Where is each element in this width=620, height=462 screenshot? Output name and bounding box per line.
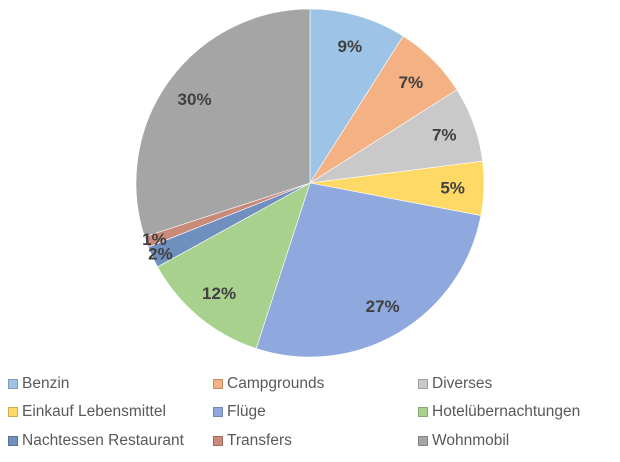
data-label: 12% bbox=[202, 284, 236, 303]
legend-item: Campgrounds bbox=[213, 375, 324, 393]
data-label: 30% bbox=[178, 90, 212, 109]
legend-item: Wohnmobil bbox=[418, 432, 509, 450]
legend-label: Diverses bbox=[432, 375, 493, 392]
legend-swatch bbox=[418, 407, 428, 417]
legend-label: Hotelübernachtungen bbox=[432, 403, 581, 420]
data-label: 9% bbox=[338, 37, 363, 56]
data-label: 7% bbox=[399, 73, 424, 92]
data-label: 27% bbox=[366, 297, 400, 316]
legend-label: Transfers bbox=[227, 432, 292, 449]
legend-swatch bbox=[8, 436, 18, 446]
pie-slice-hotelübernachtungen bbox=[157, 182, 311, 349]
legend-item: Nachtessen Restaurant bbox=[8, 432, 184, 450]
legend-swatch bbox=[213, 436, 223, 446]
pie-slice-benzin bbox=[309, 8, 404, 185]
legend-swatch bbox=[8, 407, 18, 417]
legend-label: Wohnmobil bbox=[432, 432, 510, 449]
legend-label: Campgrounds bbox=[227, 375, 325, 392]
data-label: 2% bbox=[148, 244, 173, 263]
legend-swatch bbox=[213, 379, 223, 389]
legend-swatch bbox=[418, 379, 428, 389]
legend-item: Hotelübernachtungen bbox=[418, 403, 580, 421]
legend-item: Flüge bbox=[213, 403, 266, 421]
pie-slice-wohnmobil bbox=[135, 8, 311, 238]
pie-chart: 9% 7% 7% 5% 27% 12% 2%1% 30% bbox=[135, 8, 485, 358]
legend-item: Diverses bbox=[418, 375, 492, 393]
data-label: 7% bbox=[432, 126, 457, 145]
legend-swatch bbox=[8, 379, 18, 389]
legend-label: Flüge bbox=[227, 403, 266, 420]
legend-swatch bbox=[418, 436, 428, 446]
data-label: 1% bbox=[142, 230, 167, 249]
legend-label: Benzin bbox=[22, 375, 70, 392]
legend-label: Nachtessen Restaurant bbox=[22, 432, 184, 449]
legend-item: Einkauf Lebensmittel bbox=[8, 403, 166, 421]
data-label: 5% bbox=[440, 178, 465, 197]
legend-item: Transfers bbox=[213, 432, 292, 450]
legend-swatch bbox=[213, 407, 223, 417]
legend-label: Einkauf Lebensmittel bbox=[22, 403, 166, 420]
pie-slice-flüge bbox=[255, 182, 482, 358]
legend-item: Benzin bbox=[8, 375, 69, 393]
